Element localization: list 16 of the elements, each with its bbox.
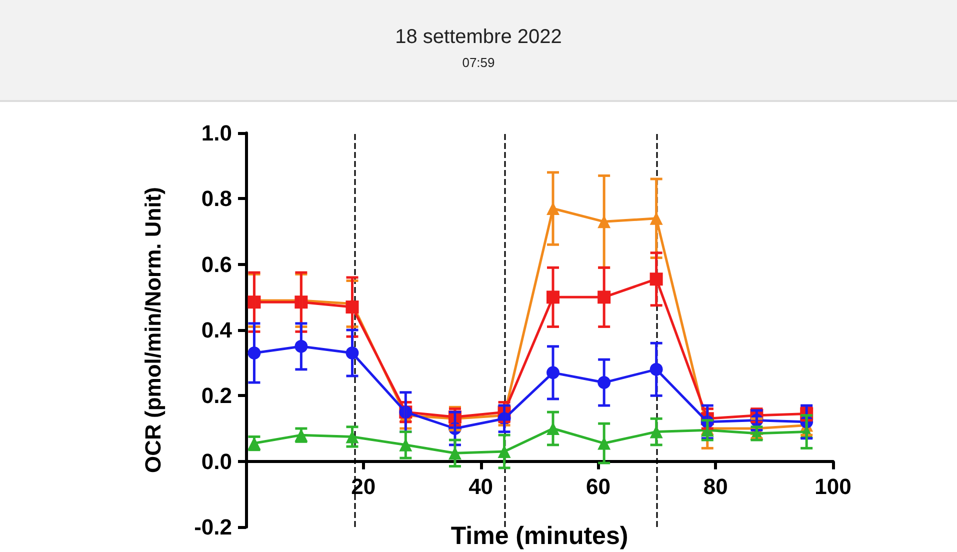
- chart-subtitle: 07:59: [461, 55, 496, 70]
- y-tick-label: 0.4: [201, 318, 233, 342]
- y-tick-label: 0.0: [201, 448, 232, 474]
- y-tick-label: 1.0: [201, 120, 232, 146]
- y-axis-title: OCR (pmol/min/Norm. Unit): [140, 187, 166, 473]
- y-tick-label: 0.6: [201, 252, 232, 277]
- y-tick-label: 0.2: [201, 383, 232, 408]
- x-axis-title: Time (minutes): [450, 522, 628, 550]
- x-tick-label: 40: [468, 474, 494, 499]
- x-tick-label: 60: [586, 474, 610, 499]
- y-tick-label: 0.8: [201, 186, 232, 212]
- y-tick-label: -0.2: [194, 514, 232, 540]
- chart-title: 18 settembre 2022: [394, 26, 563, 49]
- x-tick-label: 100: [814, 474, 852, 499]
- x-tick-label: 20: [351, 474, 376, 499]
- x-tick-label: 80: [703, 474, 728, 499]
